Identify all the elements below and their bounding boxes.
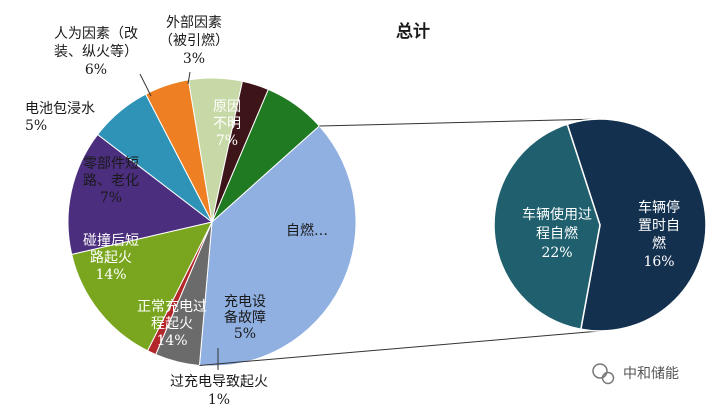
label-parked: 车辆停置时自燃 16% xyxy=(638,199,680,270)
chart-title: 总计 xyxy=(396,21,430,42)
watermark-text: 中和储能 xyxy=(623,366,679,382)
leader-lines xyxy=(139,71,219,370)
sub-pie-slice-0 xyxy=(566,118,707,332)
watermark: 中和储能 xyxy=(592,363,679,385)
label-selfburn: 自燃… xyxy=(286,222,328,239)
label-external: 外部因素（被引燃） 3% xyxy=(159,15,229,67)
pie-slice-1 xyxy=(198,125,357,367)
label-parts: 零部件短路、老化 7% xyxy=(83,156,139,206)
label-human: 人为因素（改装、纵火等） 6% xyxy=(54,26,138,78)
connector-top xyxy=(319,118,601,127)
slice-labels: 原因不明 7% 自燃… 充电设备故障 5% 过充电导致起火 1% 正常充电过程起火 14% 碰撞后… xyxy=(25,15,680,408)
label-unknown: 原因不明 7% xyxy=(213,99,241,149)
connector-lines xyxy=(199,118,601,366)
sub-pie-slice-1 xyxy=(493,123,601,331)
wechat-icon xyxy=(592,363,615,385)
main-pie xyxy=(67,77,357,367)
label-overcharge: 过充电导致起火 1% xyxy=(170,374,268,408)
leader-external xyxy=(187,71,191,85)
label-normalcharge: 正常充电过程起火 14% xyxy=(137,299,207,349)
connector-bottom xyxy=(199,330,601,366)
leader-human xyxy=(139,73,152,97)
label-collision: 碰撞后短路起火 14% xyxy=(83,233,139,283)
pie-slice-5 xyxy=(67,133,214,255)
pie-slice-4 xyxy=(71,221,213,352)
label-water: 电池包浸水 5% xyxy=(25,101,95,134)
label-charger: 充电设备故障 5% xyxy=(224,294,266,342)
sub-pie xyxy=(493,118,707,332)
pie-slice-9 xyxy=(211,80,269,223)
label-use: 车辆使用过程自燃 22% xyxy=(522,206,592,261)
